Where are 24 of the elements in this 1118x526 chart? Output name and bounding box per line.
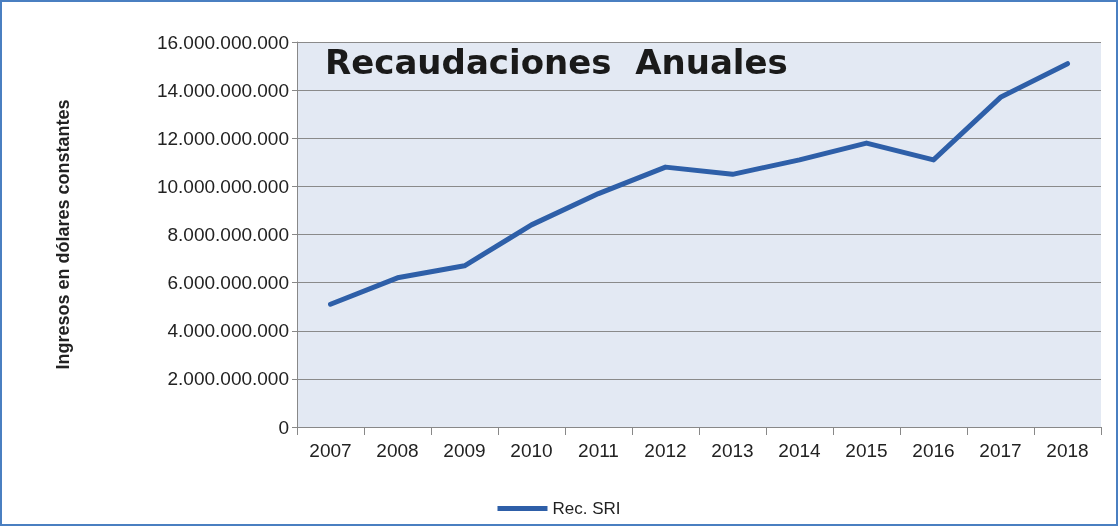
x-tick-label: 2012 [644, 440, 687, 461]
y-tick-label: 10.000.000.000 [156, 175, 289, 197]
x-tick-label: 2017 [979, 440, 1022, 461]
y-tick-label: 4.000.000.000 [167, 320, 289, 342]
x-tick-label: 2008 [376, 440, 419, 461]
y-tick-label: 2.000.000.000 [167, 368, 289, 390]
x-tick-label: 2011 [578, 440, 619, 461]
x-tick-label: 2016 [912, 440, 955, 461]
x-tick-label: 2009 [443, 440, 486, 461]
x-tick-label: 2014 [778, 440, 822, 461]
y-axis-title: Ingresos en dólares constantes [53, 99, 73, 370]
x-tick-label: 2007 [309, 440, 352, 461]
y-tick-label: 0 [278, 416, 289, 438]
chart-title: Recaudaciones Anuales [325, 42, 788, 82]
legend-label: Rec. SRI [552, 499, 621, 518]
y-tick-label: 6.000.000.000 [167, 272, 289, 294]
y-tick-label: 16.000.000.000 [156, 31, 289, 53]
y-tick-label: 12.000.000.000 [156, 127, 289, 149]
y-tick-label: 14.000.000.000 [156, 79, 289, 101]
y-tick-label: 8.000.000.000 [167, 224, 289, 245]
x-tick-label: 2018 [1046, 440, 1089, 461]
x-tick-label: 2013 [711, 440, 754, 461]
x-tick-label: 2015 [845, 440, 888, 461]
x-tick-label: 2010 [510, 440, 553, 461]
